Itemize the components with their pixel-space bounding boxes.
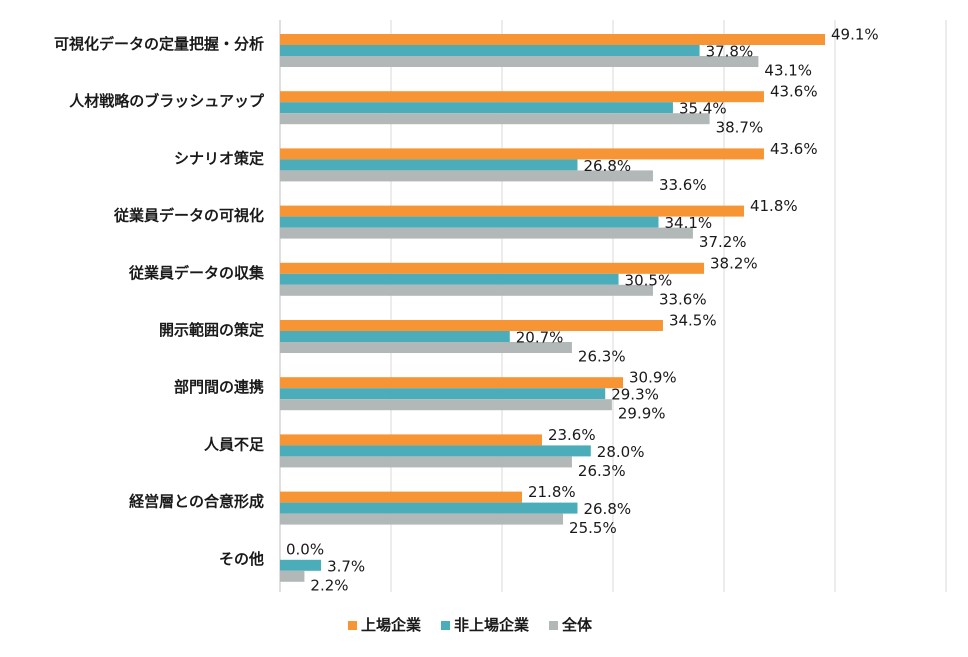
bar xyxy=(280,34,826,45)
bar xyxy=(280,56,759,67)
bar xyxy=(280,91,764,103)
bar xyxy=(280,331,510,342)
bar xyxy=(280,456,572,468)
category-label: 従業員データの収集 xyxy=(128,264,265,282)
legend-label: 上場企業 xyxy=(361,616,422,634)
bar xyxy=(280,559,322,571)
data-label: 38.7% xyxy=(716,119,764,137)
bar xyxy=(280,216,659,228)
bar xyxy=(280,45,700,56)
bar xyxy=(280,102,673,114)
bar xyxy=(280,513,564,525)
data-labels: 49.1% 37.8% 43.1% 43.6% 35.4%38.7% 43.6% 26.8%… xyxy=(286,26,879,595)
data-label: 26.8% xyxy=(583,157,631,175)
category-labels: 可視化データの定量把握・分析人材戦略のブラッシュアップシナリオ策定従業員データの… xyxy=(54,35,265,568)
data-label: 37.8% xyxy=(706,43,754,61)
data-label: 43.1% xyxy=(764,62,812,80)
category-label: 従業員データの可視化 xyxy=(113,207,264,225)
bar xyxy=(280,570,305,582)
bar xyxy=(280,159,578,171)
data-label: 37.2% xyxy=(699,233,747,251)
bar xyxy=(280,227,693,239)
data-label: 3.7% xyxy=(327,557,365,575)
legend: 上場企業 非上場企業 全体 xyxy=(348,616,593,634)
data-label: 20.7% xyxy=(516,329,564,347)
category-label: 人員不足 xyxy=(204,435,265,453)
bar xyxy=(280,399,612,411)
bar xyxy=(280,445,591,457)
data-label: 34.5% xyxy=(669,312,717,330)
bar xyxy=(280,320,663,331)
bar xyxy=(280,205,744,217)
data-label: 49.1% xyxy=(831,26,879,44)
bar xyxy=(280,170,653,182)
data-label: 29.3% xyxy=(611,386,659,404)
bar xyxy=(280,148,764,160)
bar xyxy=(280,434,542,446)
data-label: 21.8% xyxy=(528,483,576,501)
category-label: 経営層との合意形成 xyxy=(129,493,264,511)
bar xyxy=(280,273,619,285)
legend-swatch xyxy=(549,621,558,630)
category-label: 開示範囲の策定 xyxy=(159,321,264,339)
legend-label: 全体 xyxy=(561,616,593,634)
data-label: 28.0% xyxy=(597,443,645,461)
bars xyxy=(280,34,826,582)
legend-swatch xyxy=(348,621,357,630)
bar xyxy=(280,388,606,400)
data-label: 30.5% xyxy=(625,271,673,289)
data-label: 0.0% xyxy=(286,540,324,558)
data-label: 26.3% xyxy=(578,462,626,480)
legend-label: 非上場企業 xyxy=(454,616,530,634)
category-label: その他 xyxy=(219,550,264,568)
data-label: 43.6% xyxy=(770,140,818,158)
data-label: 30.9% xyxy=(629,369,677,387)
data-label: 38.2% xyxy=(710,254,758,272)
data-label: 34.1% xyxy=(665,214,713,232)
category-label: 可視化データの定量把握・分析 xyxy=(54,35,264,53)
data-label: 33.6% xyxy=(659,176,707,194)
bar xyxy=(280,491,522,503)
bar xyxy=(280,502,578,514)
data-label: 35.4% xyxy=(679,100,727,118)
data-label: 26.8% xyxy=(583,500,631,518)
data-label: 26.3% xyxy=(578,348,626,366)
data-label: 33.6% xyxy=(659,290,707,308)
bar xyxy=(280,284,653,296)
data-label: 41.8% xyxy=(750,197,798,215)
category-label: シナリオ策定 xyxy=(174,149,264,167)
data-label: 43.6% xyxy=(770,83,818,101)
bar xyxy=(280,113,710,125)
data-label: 25.5% xyxy=(569,519,617,537)
data-label: 23.6% xyxy=(548,426,596,444)
bar xyxy=(280,262,705,274)
legend-swatch xyxy=(441,621,450,630)
category-label: 人材戦略のブラッシュアップ xyxy=(69,92,265,110)
category-label: 部門間の連携 xyxy=(174,378,264,396)
data-label: 29.9% xyxy=(618,405,666,423)
data-label: 2.2% xyxy=(310,576,348,594)
bar xyxy=(280,342,572,353)
bar xyxy=(280,377,623,389)
